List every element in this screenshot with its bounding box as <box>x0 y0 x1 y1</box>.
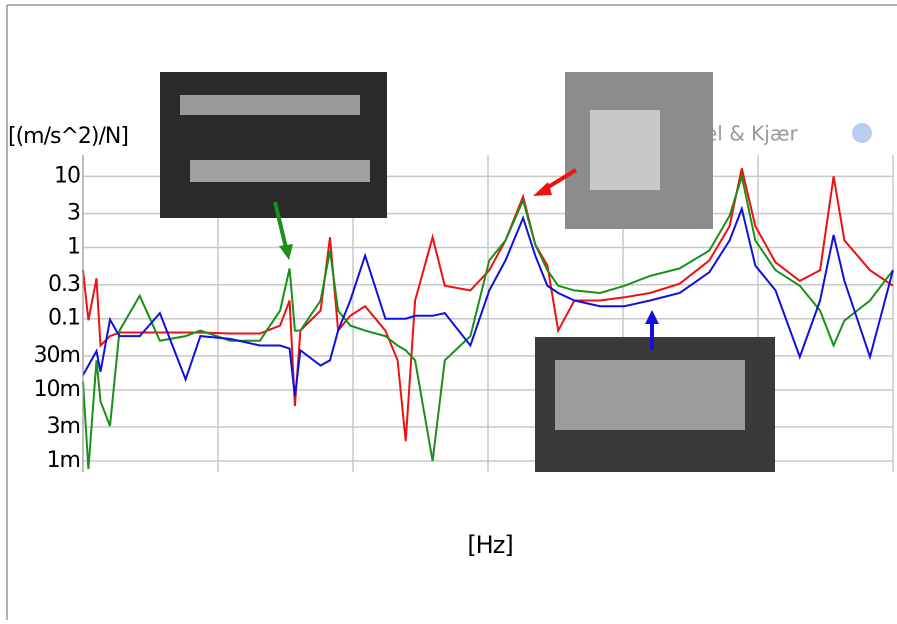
y-tick-label: 1 <box>67 235 80 260</box>
photo-detail <box>555 360 745 430</box>
photo-detail <box>190 160 370 182</box>
y-tick-label: 1m <box>47 448 80 473</box>
arrow-head <box>645 310 659 324</box>
page: {"chart_data": {"type": "line", "ylabel"… <box>0 0 897 624</box>
chart: [(m/s^2)/N] [Hz] el & Kjær 1m 3m 10m 30m 0.1… <box>0 0 897 620</box>
photo-green <box>160 72 387 218</box>
x-axis-label: [Hz] <box>467 531 512 559</box>
photo-detail <box>180 95 360 115</box>
y-tick-label: 0.3 <box>48 272 80 297</box>
brand-logo <box>852 123 872 143</box>
y-tick-label: 30m <box>34 343 80 368</box>
y-tick-label: 10 <box>54 163 80 188</box>
y-tick-label: 0.1 <box>48 306 80 331</box>
photo-detail <box>590 110 660 190</box>
photos <box>160 72 775 472</box>
arrow-head <box>533 182 552 196</box>
y-tick-label: 3m <box>47 414 80 439</box>
y-tick-label: 3 <box>67 201 80 226</box>
brand: el & Kjær <box>705 122 798 146</box>
y-axis-label: [(m/s^2)/N] <box>8 124 128 149</box>
arrow-head <box>279 244 293 260</box>
y-tick-label: 10m <box>34 377 80 402</box>
